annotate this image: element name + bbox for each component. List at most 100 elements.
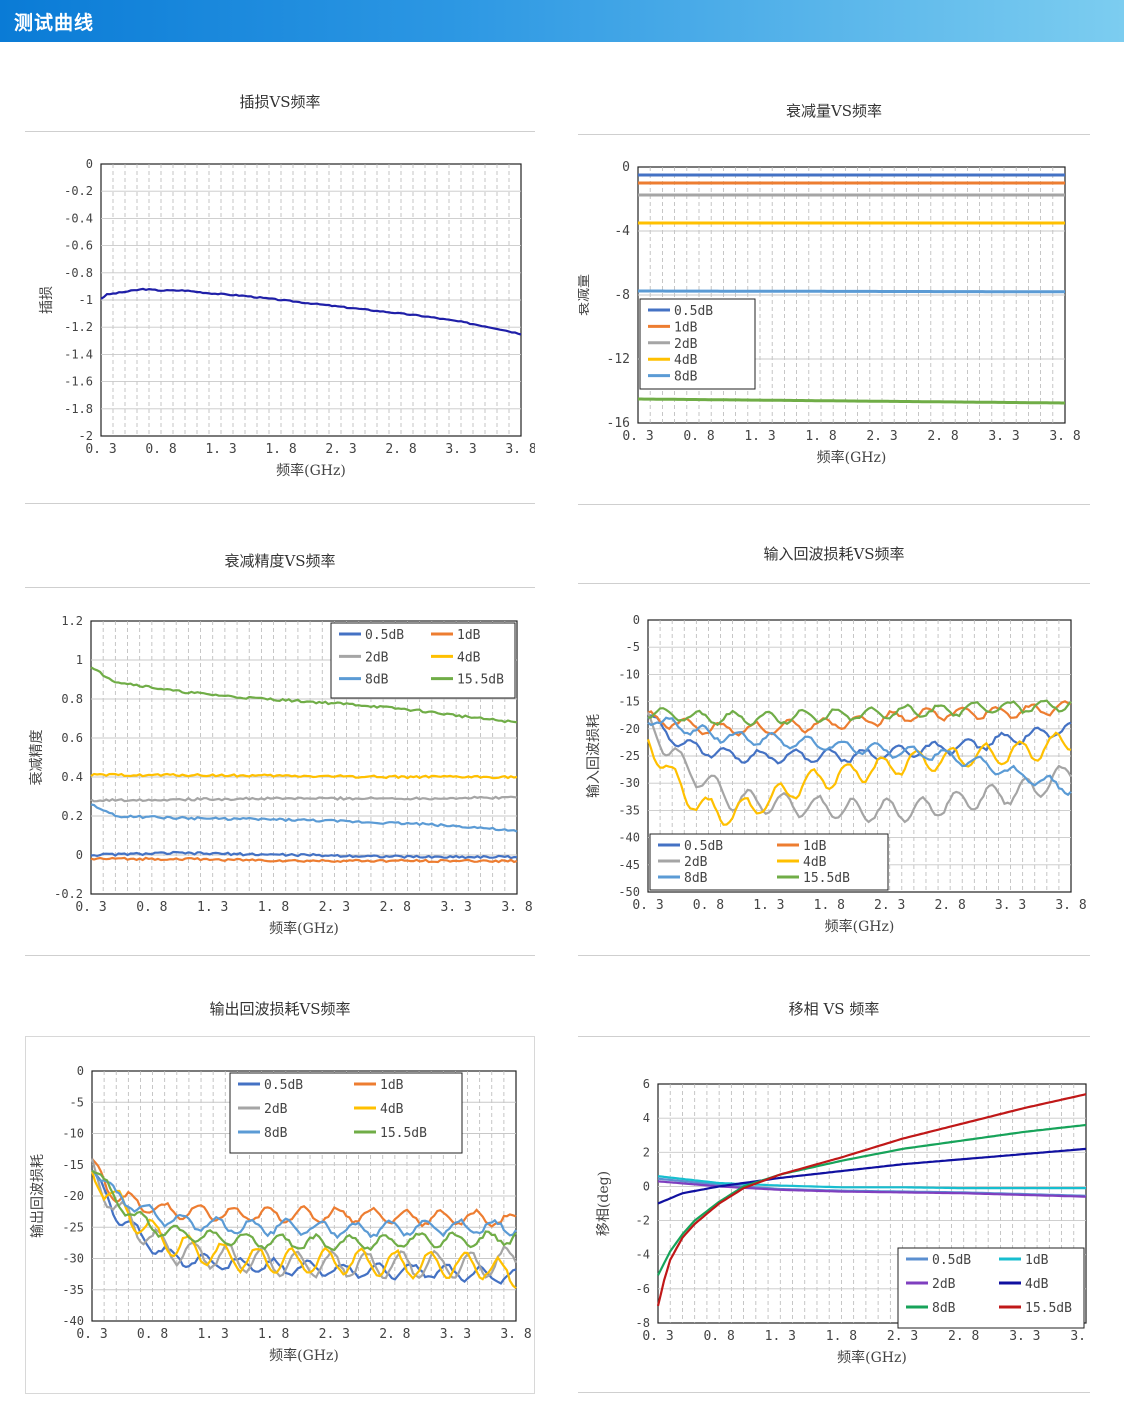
legend-label: 8dB (674, 370, 698, 385)
legend-label: 15.5dB (380, 1126, 427, 1141)
y-tick-label: -0.4 (64, 211, 93, 225)
x-tick-label: 1. 8 (258, 1327, 289, 1342)
legend-label: 2dB (264, 1102, 288, 1117)
legend-box (649, 833, 889, 891)
x-tick-label: 0. 3 (642, 1329, 673, 1344)
chart-svg-accuracy: 1.2 1 0.8 0.6 0.4 0.2 0 -0.20. 3 0. 8 1. 3 1. 8 2. … (28, 614, 533, 937)
y-axis-label: 输入回波损耗 (586, 714, 602, 798)
y-tick-label: -35 (618, 803, 640, 817)
series-line-0.5dB (647, 714, 1072, 765)
x-tick-label: 3. 3 (988, 429, 1019, 444)
chart-svg-insertion-loss: 0-0.2-0.4-0.6-0.8-1-1.2-1.4-1.6-1.8-20. … (39, 157, 535, 479)
x-tick-label: 1. 8 (814, 898, 845, 913)
y-tick-label: -16 (607, 416, 630, 431)
chart-svg-attenuation: 0 -4 -8 -12 -160. 3 0. 8 1. 3 1. 8 2. 3 2. 8 3. 3 3… (578, 160, 1081, 466)
legend-label: 15.5dB (803, 871, 850, 886)
chart-title: 移相 VS 频率 (788, 1000, 880, 1018)
series-line-series-5 (638, 397, 1065, 405)
chart-panel-attenuation: 衰减量VS频率 0 -4 -8 -12 -16 0. 3 0. 8 1. 3 1. 8 2. 3 2… (578, 90, 1090, 510)
x-tick-label: 3. 8 (500, 1327, 531, 1342)
y-tick-label: 0.6 (61, 731, 83, 745)
x-tick-label: 0. 3 (622, 429, 653, 444)
legend-label: 0.5dB (932, 1253, 971, 1268)
chart-panel-input-return-loss: 输入回波损耗VS频率 0 -5 -10 -15 -20 -25 -30 -35 -40 -45 -5… (578, 535, 1090, 956)
y-tick-label: 4 (643, 1111, 650, 1125)
y-tick-label: -6 (636, 1282, 650, 1296)
y-tick-label: 0 (643, 1179, 650, 1193)
y-tick-label: -1 (79, 293, 93, 307)
legend-label: 15.5dB (457, 673, 504, 688)
x-tick-label: 0. 8 (683, 429, 714, 444)
legend-box (330, 622, 516, 699)
series-line-series-0 (100, 287, 522, 336)
divider (578, 955, 1090, 956)
divider (25, 131, 535, 132)
legend-label: 15.5dB (1025, 1301, 1072, 1316)
y-tick-label: -4 (614, 224, 630, 239)
x-tick-label: 0. 8 (703, 1329, 734, 1344)
x-tick-label: 2. 8 (948, 1329, 979, 1344)
x-tick-label: 2. 8 (927, 429, 958, 444)
chart-panel-accuracy: 衰减精度VS频率 1.2 1 0.8 0.6 0.4 0.2 0 -0.2 0. 3 0. 8 1.… (25, 540, 535, 958)
x-tick-label: 0. 8 (137, 1327, 168, 1342)
y-tick-label: 2 (643, 1145, 650, 1159)
legend-label: 2dB (365, 650, 389, 665)
series-line-2dB (657, 1180, 1087, 1198)
x-tick-label: 1. 3 (197, 900, 228, 915)
legend-label: 2dB (932, 1277, 956, 1292)
y-tick-label: -12 (607, 352, 630, 367)
series-line-1dB (91, 1158, 517, 1228)
y-tick-label: 0.2 (61, 809, 83, 823)
x-tick-label: 2. 8 (379, 1327, 410, 1342)
y-tick-label: -0.8 (64, 266, 93, 280)
x-tick-label: 1. 3 (744, 429, 775, 444)
y-tick-label: 0 (76, 848, 83, 862)
y-axis-label: 插损 (39, 286, 55, 314)
x-tick-label: 1. 8 (258, 900, 289, 915)
y-tick-label: -25 (62, 1220, 84, 1234)
x-tick-label: 1. 8 (805, 429, 836, 444)
x-tick-label: 2. 8 (934, 898, 965, 913)
x-axis-label: 频率(GHz) (269, 920, 339, 937)
chart-panel-insertion-loss: 插损VS频率 0 -0.2 -0.4 -0.6 -0.8 -1 -1.2 -1.4 -1.6 -1… (25, 85, 535, 505)
chart-svg-phase-shift: 6 4 2 0 -2 -4 -6 -80. 3 0. 8 1. 3 1. 8 2. 3 2. 8 3. 3… (596, 1077, 1090, 1366)
legend-label: 0.5dB (365, 628, 404, 643)
chart-title: 衰减量VS频率 (785, 102, 883, 120)
x-tick-label: 1. 8 (265, 442, 296, 457)
x-tick-label: 3. 8 (1055, 898, 1086, 913)
x-tick-label: 2. 8 (380, 900, 411, 915)
y-tick-label: -8 (636, 1316, 650, 1330)
x-tick-label: 2. 3 (325, 442, 356, 457)
series-line-4dB (90, 772, 518, 780)
x-tick-label: 3. 3 (1009, 1329, 1040, 1344)
x-axis-label: 频率(GHz) (837, 1349, 907, 1366)
y-tick-label: -20 (618, 722, 640, 736)
x-tick-label: 3. 8 (1049, 429, 1080, 444)
legend-label: 2dB (674, 337, 698, 352)
divider (25, 955, 535, 956)
series-line-2dB (90, 795, 518, 803)
x-tick-label: 3. 8 (1070, 1329, 1090, 1344)
divider (578, 134, 1090, 135)
x-tick-label: 2. 3 (319, 1327, 350, 1342)
legend-box (897, 1247, 1085, 1329)
x-tick-label: 1. 3 (205, 442, 236, 457)
y-tick-label: -15 (618, 695, 640, 709)
x-tick-label: 3. 3 (440, 900, 471, 915)
x-tick-label: 1. 3 (765, 1329, 796, 1344)
chart-title: 插损VS频率 (239, 93, 321, 111)
y-tick-label: -40 (618, 831, 640, 845)
x-axis-label: 频率(GHz) (825, 918, 895, 935)
x-tick-label: 0. 3 (85, 442, 116, 457)
divider (578, 1392, 1090, 1393)
series-line-15.5dB (91, 1169, 517, 1252)
series-line-15.5dB (90, 666, 518, 724)
legend-label: 1dB (803, 839, 827, 854)
series-line-0.5dB (90, 850, 518, 860)
x-tick-label: 2. 3 (874, 898, 905, 913)
x-tick-label: 2. 8 (385, 442, 416, 457)
chart-title: 输入回波损耗VS频率 (763, 545, 905, 563)
y-axis-label: 移相(deg) (596, 1171, 612, 1236)
divider (25, 587, 535, 588)
